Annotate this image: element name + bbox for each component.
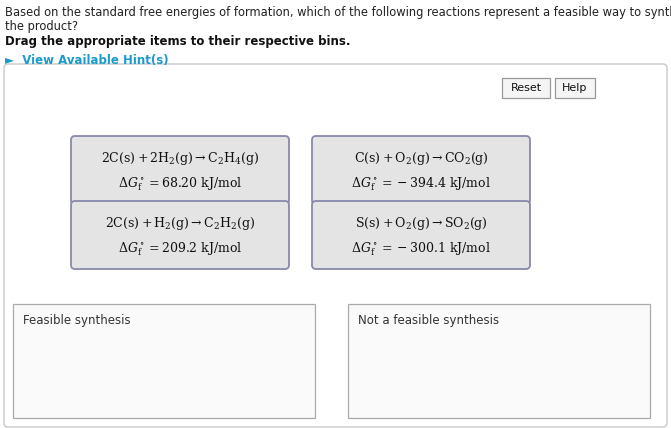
Text: $\Delta G^\circ_\mathrm{f} = 68.20\ \mathrm{kJ/mol}$: $\Delta G^\circ_\mathrm{f} = 68.20\ \mat…	[118, 175, 242, 193]
Text: $2\mathrm{C(s)} + 2\mathrm{H_2(g)}\rightarrow\mathrm{C_2H_4(g)}$: $2\mathrm{C(s)} + 2\mathrm{H_2(g)}\right…	[101, 149, 259, 166]
Text: Feasible synthesis: Feasible synthesis	[23, 314, 131, 327]
Text: $\Delta G^\circ_\mathrm{f} = -394.4\ \mathrm{kJ/mol}$: $\Delta G^\circ_\mathrm{f} = -394.4\ \ma…	[351, 175, 491, 193]
FancyBboxPatch shape	[312, 136, 530, 204]
Text: $\Delta G^\circ_\mathrm{f} = 209.2\ \mathrm{kJ/mol}$: $\Delta G^\circ_\mathrm{f} = 209.2\ \mat…	[118, 240, 242, 258]
Text: $\mathrm{S(s)} + \mathrm{O_2(g)}\rightarrow\mathrm{SO_2(g)}$: $\mathrm{S(s)} + \mathrm{O_2(g)}\rightar…	[354, 214, 487, 232]
Text: Based on the standard free energies of formation, which of the following reactio: Based on the standard free energies of f…	[5, 6, 671, 19]
Text: $2\mathrm{C(s)} + \mathrm{H_2(g)}\rightarrow\mathrm{C_2H_2(g)}$: $2\mathrm{C(s)} + \mathrm{H_2(g)}\righta…	[105, 214, 255, 232]
Text: Reset: Reset	[511, 83, 541, 93]
FancyBboxPatch shape	[555, 78, 595, 98]
FancyBboxPatch shape	[71, 136, 289, 204]
Text: Not a feasible synthesis: Not a feasible synthesis	[358, 314, 499, 327]
Text: Drag the appropriate items to their respective bins.: Drag the appropriate items to their resp…	[5, 35, 350, 48]
FancyBboxPatch shape	[348, 304, 650, 418]
FancyBboxPatch shape	[13, 304, 315, 418]
FancyBboxPatch shape	[312, 201, 530, 269]
Text: Help: Help	[562, 83, 588, 93]
Text: $\mathrm{C(s)} + \mathrm{O_2(g)}\rightarrow\mathrm{CO_2(g)}$: $\mathrm{C(s)} + \mathrm{O_2(g)}\rightar…	[354, 149, 488, 166]
Text: $\Delta G^\circ_\mathrm{f} = -300.1\ \mathrm{kJ/mol}$: $\Delta G^\circ_\mathrm{f} = -300.1\ \ma…	[351, 240, 491, 258]
FancyBboxPatch shape	[502, 78, 550, 98]
FancyBboxPatch shape	[4, 64, 667, 427]
FancyBboxPatch shape	[71, 201, 289, 269]
Text: the product?: the product?	[5, 20, 78, 33]
Text: ►  View Available Hint(s): ► View Available Hint(s)	[5, 54, 168, 67]
